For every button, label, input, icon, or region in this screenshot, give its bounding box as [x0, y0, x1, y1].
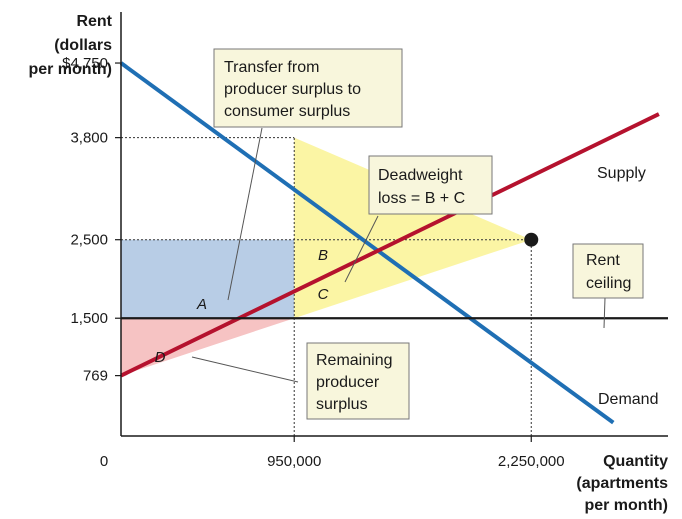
x-axis-title-line-2: (apartments: [576, 475, 668, 492]
demand-curve: [119, 61, 615, 425]
deadweight-text-line-2: loss = B + C: [378, 190, 465, 207]
y-axis-title-line-2: (dollars: [54, 37, 112, 54]
remaining-text-line-1: Remaining: [316, 352, 392, 369]
x-axis-title-line-1: Quantity: [603, 453, 668, 470]
curves: [119, 61, 668, 425]
region-label-b: B: [318, 247, 328, 264]
deadweight-text-line-1: Deadweight: [378, 167, 463, 184]
demand-label: Demand: [598, 391, 658, 408]
region-label-d: D: [155, 349, 166, 366]
deadweight-leader-line: [344, 215, 379, 283]
origin-label: 0: [100, 453, 108, 470]
rent-ceiling-text-line-2: ceiling: [586, 275, 631, 292]
rent-ceiling-leader-line: [603, 297, 606, 329]
rent-ceiling-box: [572, 243, 644, 299]
region-a: [121, 239, 295, 319]
rent-ceiling-text-line-1: Rent: [586, 252, 620, 269]
y-tick-label: $4,750: [62, 55, 108, 72]
remaining-annotation: Remaining producer surplus: [306, 342, 410, 420]
transfer-text-line-1: Transfer from: [224, 59, 319, 76]
x-tick-label: 2,250,000: [498, 453, 565, 470]
x-tick-label: 950,000: [267, 453, 321, 470]
supply-label: Supply: [597, 165, 646, 182]
transfer-box: [213, 48, 403, 128]
y-tick-label: 769: [83, 368, 108, 385]
equilibrium-marker: [524, 232, 539, 247]
region-label-a: A: [196, 296, 207, 313]
rent-ceiling-annotation: Rent ceiling: [572, 243, 644, 299]
remaining-box: [306, 342, 410, 420]
axis-ticks: $4,750 3,800 2,500 1,500 769 950,000 2,250,000: [62, 55, 565, 470]
y-axis-title-line-1: Rent: [76, 13, 112, 30]
equilibrium-point: [524, 232, 539, 247]
x-axis-title-line-3: per month): [584, 497, 668, 514]
y-tick-label: 2,500: [70, 232, 108, 249]
remaining-text-line-3: surplus: [316, 396, 368, 413]
transfer-leader-line: [227, 127, 263, 301]
y-axis-title-line-3: per month): [28, 61, 112, 78]
region-label-c: C: [318, 286, 329, 303]
transfer-text-line-2: producer surplus to: [224, 81, 361, 98]
remaining-text-line-2: producer: [316, 374, 380, 391]
region-c: [294, 239, 532, 319]
remaining-leader-line: [191, 356, 299, 383]
supply-curve: [120, 112, 660, 378]
transfer-annotation: Transfer from producer surplus to consum…: [213, 48, 403, 128]
region-d: [121, 318, 295, 376]
transfer-text-line-3: consumer surplus: [224, 103, 350, 120]
y-tick-label: 3,800: [70, 130, 108, 147]
y-tick-label: 1,500: [70, 310, 108, 327]
deadweight-annotation: Deadweight loss = B + C: [368, 155, 493, 215]
deadweight-box: [368, 155, 493, 215]
